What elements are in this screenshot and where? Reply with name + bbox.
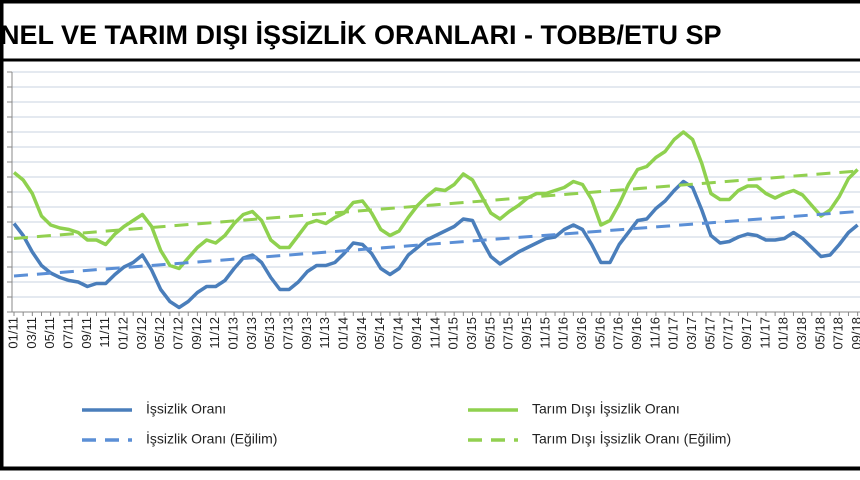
x-tick-label: 07/14 bbox=[391, 317, 406, 350]
x-tick-label: 05/17 bbox=[702, 317, 717, 350]
trend-line bbox=[13, 210, 858, 278]
legend-label: İşsizlik Oranı (Eğilim) bbox=[146, 430, 277, 447]
x-tick-label: 09/15 bbox=[519, 317, 534, 350]
x-tick-label: 11/15 bbox=[537, 317, 552, 349]
x-tick-label: 09/16 bbox=[629, 317, 644, 350]
x-tick-label: 11/11 bbox=[97, 317, 112, 348]
x-tick-label: 01/15 bbox=[446, 317, 461, 350]
x-tick-label: 07/16 bbox=[611, 317, 626, 350]
x-tick-label: 07/12 bbox=[170, 317, 185, 350]
series-line bbox=[12, 179, 859, 310]
x-tick-label: 09/12 bbox=[189, 317, 204, 350]
x-tick-label: 05/16 bbox=[592, 317, 607, 350]
chart-title: NEL VE TARIM DIŞI İŞSİZLİK ORANLARI - TO… bbox=[0, 20, 722, 50]
x-tick-label: 09/17 bbox=[739, 317, 754, 350]
x-tick-label: 05/11 bbox=[42, 317, 57, 349]
x-tick-label: 03/13 bbox=[244, 317, 259, 350]
x-tick-label: 03/14 bbox=[354, 317, 369, 350]
x-tick-label: 01/14 bbox=[336, 317, 351, 350]
x-tick-label: 01/16 bbox=[556, 317, 571, 350]
x-tick-label: 03/12 bbox=[134, 317, 149, 350]
x-tick-label: 05/15 bbox=[482, 317, 497, 350]
x-tick-label: 11/12 bbox=[207, 317, 222, 349]
x-tick-label: 09/11 bbox=[79, 317, 94, 349]
x-tick-label: 01/18 bbox=[776, 317, 791, 350]
x-tick-label: 05/12 bbox=[152, 317, 167, 350]
x-tick-label: 05/18 bbox=[812, 317, 827, 350]
x-tick-label: 05/13 bbox=[262, 317, 277, 350]
x-tick-label: 07/11 bbox=[60, 317, 75, 349]
x-tick-label: 09/18 bbox=[849, 317, 860, 350]
x-tick-label: 07/15 bbox=[501, 317, 516, 350]
x-tick-label: 03/11 bbox=[24, 317, 39, 349]
x-tick-label: 11/17 bbox=[757, 317, 772, 349]
x-tick-label: 03/15 bbox=[464, 317, 479, 350]
x-tick-label: 05/14 bbox=[372, 317, 387, 350]
x-tick-label: 11/13 bbox=[317, 317, 332, 349]
x-tick-label: 11/14 bbox=[427, 317, 442, 349]
x-tick-label: 11/16 bbox=[647, 317, 662, 349]
legend-label: İşsizlik Oranı bbox=[146, 400, 226, 417]
x-tick-label: 01/17 bbox=[666, 317, 681, 350]
x-tick-label: 09/13 bbox=[299, 317, 314, 350]
x-tick-label: 07/13 bbox=[281, 317, 296, 350]
trend-line bbox=[13, 169, 858, 240]
x-tick-label: 01/11 bbox=[5, 317, 20, 349]
x-tick-label: 03/17 bbox=[684, 317, 699, 350]
x-tick-label: 07/17 bbox=[721, 317, 736, 350]
legend-label: Tarım Dışı İşsizlik Oranı bbox=[532, 400, 680, 417]
series-line bbox=[12, 130, 859, 271]
x-tick-label: 01/12 bbox=[115, 317, 130, 350]
legend-label: Tarım Dışı İşsizlik Oranı (Eğilim) bbox=[532, 430, 731, 447]
x-tick-label: 09/14 bbox=[409, 317, 424, 350]
x-tick-label: 03/18 bbox=[794, 317, 809, 350]
x-tick-label: 03/16 bbox=[574, 317, 589, 350]
x-tick-label: 07/18 bbox=[831, 317, 846, 350]
x-tick-label: 01/13 bbox=[226, 317, 241, 350]
